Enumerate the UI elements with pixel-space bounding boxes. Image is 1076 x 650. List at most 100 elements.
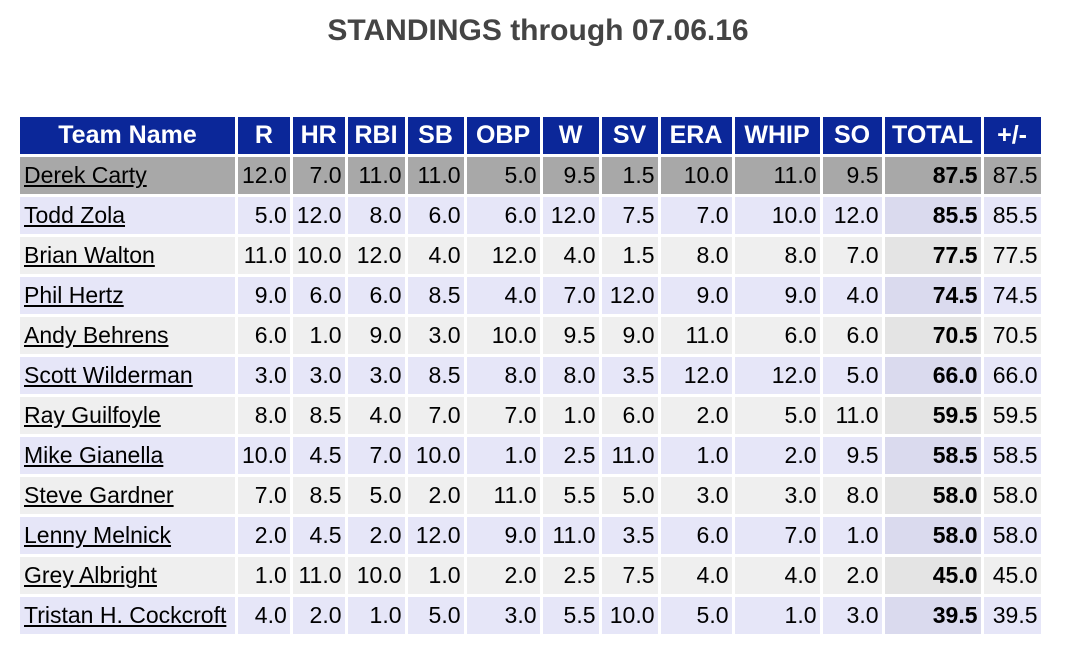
stat-cell-so: 11.0	[822, 397, 882, 434]
stat-cell-so: 6.0	[822, 317, 882, 354]
stat-cell-r: 11.0	[238, 237, 290, 274]
stat-cell-whip: 11.0	[734, 157, 820, 194]
stat-cell-rbi: 10.0	[347, 557, 405, 594]
table-row: Grey Albright 1.0 11.0 10.0 1.0 2.0 2.5 7.5 4.0 4…	[20, 557, 1041, 594]
stat-cell-sb: 8.5	[407, 357, 464, 394]
header-row: Team Name R HR RBI SB OBP W SV ERA WHIP …	[20, 117, 1041, 154]
team-name-link[interactable]: Grey Albright	[24, 562, 157, 588]
stat-cell-r: 7.0	[238, 477, 290, 514]
stat-cell-w: 9.5	[542, 157, 599, 194]
total-cell: 58.0	[884, 517, 981, 554]
stat-cell-w: 12.0	[542, 197, 599, 234]
stat-cell-obp: 4.0	[466, 277, 540, 314]
team-name-link[interactable]: Brian Walton	[24, 242, 155, 268]
stat-cell-obp: 9.0	[466, 517, 540, 554]
stat-cell-so: 9.5	[822, 437, 882, 474]
stat-cell-era: 7.0	[660, 197, 732, 234]
stat-cell-hr: 8.5	[292, 477, 345, 514]
team-name-link[interactable]: Todd Zola	[24, 202, 126, 228]
stat-cell-so: 8.0	[822, 477, 882, 514]
standings-body: Derek Carty 12.0 7.0 11.0 11.0 5.0 9.5 1.5 10.0 1…	[20, 157, 1041, 634]
plus-minus-cell: 87.5	[983, 157, 1041, 194]
stat-cell-obp: 8.0	[466, 357, 540, 394]
plus-minus-cell: 77.5	[983, 237, 1041, 274]
stat-cell-whip: 10.0	[734, 197, 820, 234]
plus-minus-cell: 45.0	[983, 557, 1041, 594]
stat-cell-era: 2.0	[660, 397, 732, 434]
stat-cell-so: 3.0	[822, 597, 882, 634]
column-header-w: W	[542, 117, 599, 154]
stat-cell-era: 10.0	[660, 157, 732, 194]
stat-cell-r: 2.0	[238, 517, 290, 554]
team-name-cell: Phil Hertz	[20, 277, 235, 314]
column-header-team-name: Team Name	[20, 117, 235, 154]
team-name-cell: Andy Behrens	[20, 317, 235, 354]
total-cell: 87.5	[884, 157, 981, 194]
stat-cell-r: 10.0	[238, 437, 290, 474]
stat-cell-whip: 9.0	[734, 277, 820, 314]
stat-cell-era: 6.0	[660, 517, 732, 554]
table-row: Mike Gianella 10.0 4.5 7.0 10.0 1.0 2.5 11.0 1.0…	[20, 437, 1041, 474]
team-name-link[interactable]: Phil Hertz	[24, 282, 124, 308]
stat-cell-sv: 3.5	[601, 357, 658, 394]
stat-cell-r: 6.0	[238, 317, 290, 354]
team-name-link[interactable]: Scott Wilderman	[24, 362, 193, 388]
stat-cell-sb: 12.0	[407, 517, 464, 554]
stat-cell-r: 4.0	[238, 597, 290, 634]
column-header-sv: SV	[601, 117, 658, 154]
stat-cell-whip: 8.0	[734, 237, 820, 274]
total-cell: 58.5	[884, 437, 981, 474]
stat-cell-r: 12.0	[238, 157, 290, 194]
team-name-cell: Steve Gardner	[20, 477, 235, 514]
stat-cell-r: 8.0	[238, 397, 290, 434]
team-name-link[interactable]: Lenny Melnick	[24, 522, 172, 548]
table-row: Ray Guilfoyle 8.0 8.5 4.0 7.0 7.0 1.0 6.0 2.0 5.0…	[20, 397, 1041, 434]
stat-cell-w: 8.0	[542, 357, 599, 394]
team-name-link[interactable]: Steve Gardner	[24, 482, 174, 508]
stat-cell-sb: 4.0	[407, 237, 464, 274]
stat-cell-sv: 7.5	[601, 197, 658, 234]
plus-minus-cell: 74.5	[983, 277, 1041, 314]
team-name-link[interactable]: Derek Carty	[24, 162, 147, 188]
stat-cell-so: 2.0	[822, 557, 882, 594]
stat-cell-sv: 3.5	[601, 517, 658, 554]
stat-cell-w: 5.5	[542, 597, 599, 634]
stat-cell-w: 11.0	[542, 517, 599, 554]
team-name-cell: Ray Guilfoyle	[20, 397, 235, 434]
stat-cell-so: 7.0	[822, 237, 882, 274]
stat-cell-rbi: 3.0	[347, 357, 405, 394]
plus-minus-cell: 58.0	[983, 477, 1041, 514]
stat-cell-era: 1.0	[660, 437, 732, 474]
stat-cell-r: 9.0	[238, 277, 290, 314]
stat-cell-w: 2.5	[542, 437, 599, 474]
team-name-cell: Derek Carty	[20, 157, 235, 194]
stat-cell-obp: 11.0	[466, 477, 540, 514]
table-row: Andy Behrens 6.0 1.0 9.0 3.0 10.0 9.5 9.0 11.0 6.…	[20, 317, 1041, 354]
stat-cell-hr: 2.0	[292, 597, 345, 634]
total-cell: 77.5	[884, 237, 981, 274]
table-row: Todd Zola 5.0 12.0 8.0 6.0 6.0 12.0 7.5 7.0 10.0 1…	[20, 197, 1041, 234]
team-name-link[interactable]: Tristan H. Cockcroft	[24, 602, 227, 628]
stat-cell-obp: 6.0	[466, 197, 540, 234]
team-name-link[interactable]: Ray Guilfoyle	[24, 402, 161, 428]
stat-cell-obp: 2.0	[466, 557, 540, 594]
team-name-link[interactable]: Andy Behrens	[24, 322, 169, 348]
team-name-cell: Lenny Melnick	[20, 517, 235, 554]
column-header-era: ERA	[660, 117, 732, 154]
stat-cell-rbi: 6.0	[347, 277, 405, 314]
stat-cell-w: 5.5	[542, 477, 599, 514]
stat-cell-sv: 1.5	[601, 237, 658, 274]
stat-cell-w: 9.5	[542, 317, 599, 354]
column-header-total: TOTAL	[884, 117, 981, 154]
stat-cell-era: 12.0	[660, 357, 732, 394]
stat-cell-sv: 11.0	[601, 437, 658, 474]
stat-cell-rbi: 5.0	[347, 477, 405, 514]
team-name-link[interactable]: Mike Gianella	[24, 442, 164, 468]
stat-cell-hr: 12.0	[292, 197, 345, 234]
total-cell: 85.5	[884, 197, 981, 234]
stat-cell-sb: 5.0	[407, 597, 464, 634]
stat-cell-sb: 6.0	[407, 197, 464, 234]
stat-cell-whip: 6.0	[734, 317, 820, 354]
team-name-cell: Scott Wilderman	[20, 357, 235, 394]
total-cell: 58.0	[884, 477, 981, 514]
